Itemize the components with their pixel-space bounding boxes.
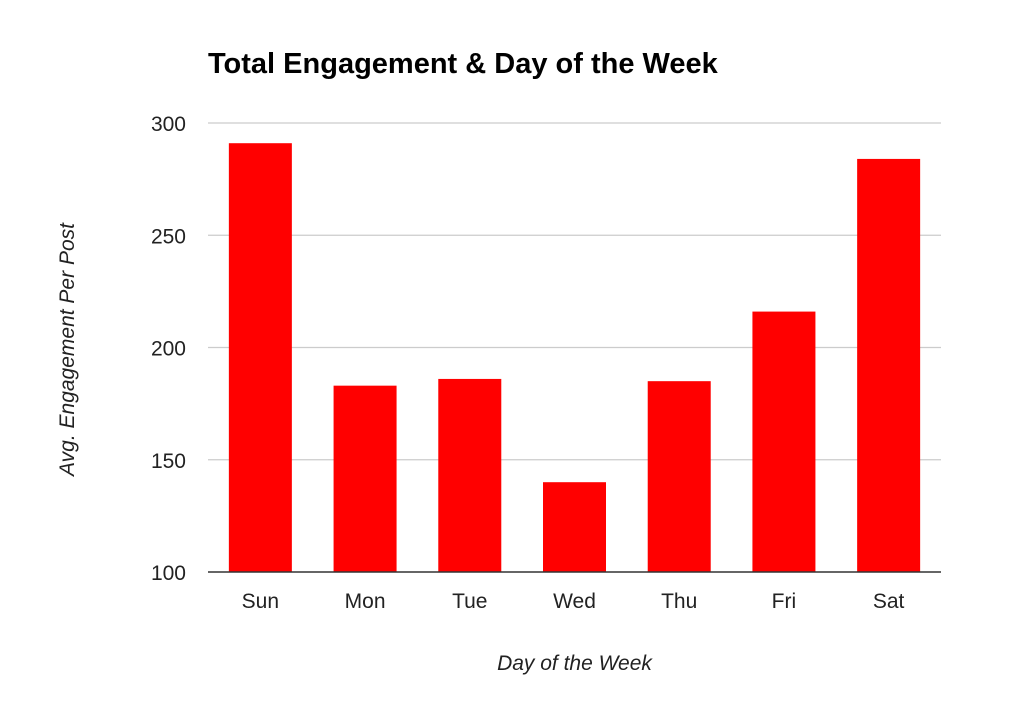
- x-tick-label: Tue: [452, 590, 487, 613]
- y-tick-label: 150: [151, 450, 186, 473]
- bars: [228, 143, 921, 573]
- x-tick-label: Mon: [345, 590, 386, 613]
- gridlines: [208, 122, 941, 461]
- y-tick-label: 100: [151, 562, 186, 585]
- y-tick-label: 300: [151, 113, 186, 136]
- x-tick-label: Fri: [772, 590, 797, 613]
- y-tick-label: 200: [151, 338, 186, 361]
- x-axis-ticks: Sun Mon Tue Wed Thu Fri Sat: [242, 590, 905, 613]
- x-tick-label: Sat: [873, 590, 905, 613]
- chart-title: Total Engagement & Day of the Week: [208, 48, 718, 80]
- bar-thu: [647, 381, 711, 572]
- y-tick-label: 250: [151, 225, 186, 248]
- bar-sun: [228, 143, 292, 572]
- bar-sat: [857, 158, 921, 573]
- y-axis-title: Avg. Engagement Per Post: [56, 222, 79, 478]
- bar-tue: [438, 378, 502, 572]
- x-tick-label: Thu: [661, 590, 697, 613]
- y-axis-ticks: 100 150 200 250 300: [151, 113, 186, 585]
- x-tick-label: Wed: [553, 590, 596, 613]
- bar-mon: [333, 385, 397, 572]
- bar-wed: [543, 482, 606, 572]
- bar-fri: [752, 311, 816, 572]
- x-axis-title: Day of the Week: [497, 652, 653, 675]
- x-tick-label: Sun: [242, 590, 279, 613]
